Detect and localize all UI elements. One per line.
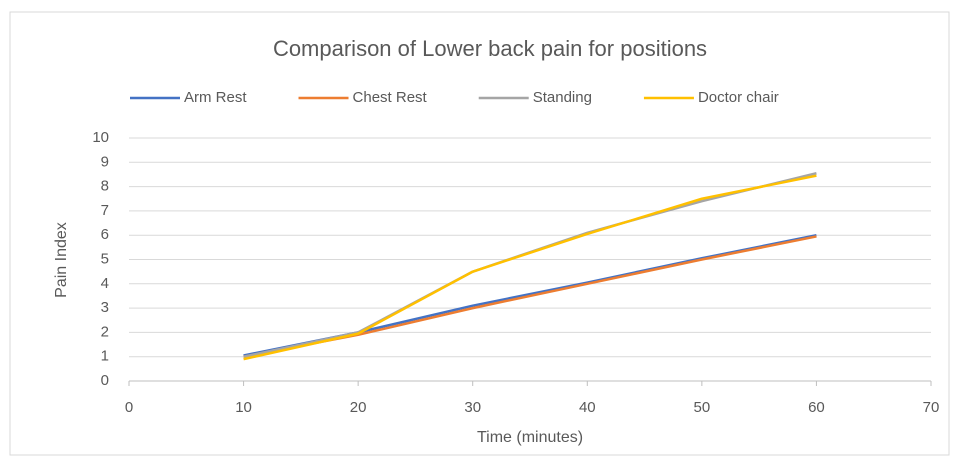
chart-title: Comparison of Lower back pain for positi… <box>273 36 707 61</box>
x-tick-label: 40 <box>579 399 596 416</box>
x-tick-label: 20 <box>350 399 367 416</box>
x-tick-label: 0 <box>125 399 133 416</box>
y-tick-label: 2 <box>101 323 109 340</box>
legend-label: Chest Rest <box>353 89 428 106</box>
y-tick-label: 3 <box>101 299 109 316</box>
series-line <box>243 174 817 361</box>
y-tick-label: 1 <box>101 348 109 365</box>
y-axis-label: Pain Index <box>53 222 70 298</box>
y-tick-label: 8 <box>101 178 109 195</box>
y-tick-label: 9 <box>101 153 109 170</box>
y-tick-label: 5 <box>101 250 109 267</box>
x-tick-label: 50 <box>694 399 711 416</box>
y-tick-label: 4 <box>101 275 109 292</box>
legend-label: Doctor chair <box>698 89 779 106</box>
y-tick-label: 0 <box>101 372 109 389</box>
legend-label: Arm Rest <box>184 89 247 106</box>
legend-label: Standing <box>533 89 592 106</box>
x-tick-label: 10 <box>235 399 252 416</box>
x-tick-label: 30 <box>464 399 481 416</box>
x-tick-label: 60 <box>808 399 825 416</box>
y-tick-label: 10 <box>92 129 109 146</box>
y-tick-label: 7 <box>101 202 109 219</box>
x-tick-label: 70 <box>923 399 940 416</box>
y-tick-label: 6 <box>101 226 109 243</box>
x-axis-label: Time (minutes) <box>477 429 583 446</box>
chart-frame <box>9 11 950 456</box>
